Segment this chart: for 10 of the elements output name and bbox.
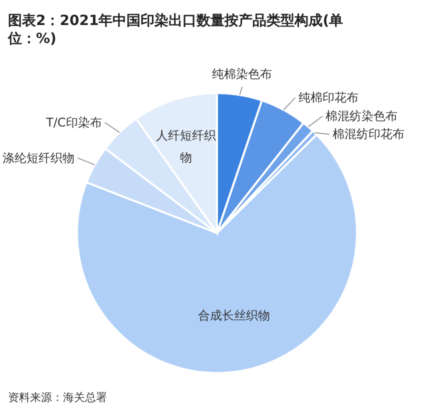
slice-label: 纯棉印花布 — [298, 90, 358, 105]
slice-label: 棉混纺印花布 — [332, 127, 405, 142]
slice-label: T/C印染布 — [45, 115, 102, 130]
slice-label: 纯棉染色布 — [212, 67, 272, 82]
slice-label: 棉混纺染色布 — [325, 109, 398, 124]
slice-label: 合成长丝织物 — [198, 308, 270, 322]
slice-label: 人纤短纤织物 — [156, 128, 216, 165]
slice-label: 涤纶短纤织物 — [2, 150, 75, 165]
chart-title: 图表2：2021年中国印染出口数量按产品类型构成(单位：%) — [7, 12, 344, 47]
text: 资料来源：海关总署 — [8, 391, 107, 404]
